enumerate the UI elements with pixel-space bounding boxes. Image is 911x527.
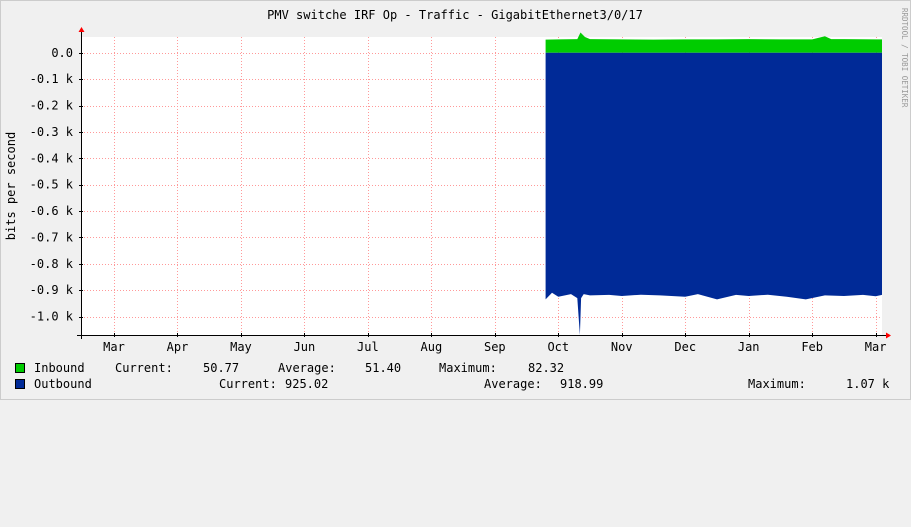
legend-average-label: Average:	[484, 377, 542, 391]
chart-window: PMV switche IRF Op - Traffic - GigabitEt…	[0, 0, 911, 400]
y-tick-label: -0.2 k	[30, 99, 74, 113]
x-tick-label: Jul	[357, 340, 379, 354]
x-tick-label: Dec	[674, 340, 696, 354]
legend-average-value: 51.40	[365, 361, 402, 375]
legend-average-value: 918.99	[560, 377, 604, 391]
y-tick-label: -0.6 k	[30, 204, 74, 218]
x-tick-label: Apr	[167, 340, 189, 354]
series-area-outbound	[545, 52, 882, 336]
legend-row-outbound: Outbound Current: 925.02 Average: 918.99…	[15, 377, 889, 392]
rrdtool-credit: RRDTOOL / TOBI OETIKER	[900, 8, 909, 108]
legend-current-label: Current:	[115, 361, 173, 375]
y-tick-labels: 0.0 -0.1 k -0.2 k -0.3 k -0.4 k -0.5 k -0.6 k -…	[30, 46, 74, 324]
traffic-chart: PMV switche IRF Op - Traffic - GigabitEt…	[0, 0, 911, 400]
y-axis-arrow	[78, 27, 85, 32]
axes-layer	[77, 27, 891, 339]
legend-current-label: Current:	[219, 377, 277, 391]
y-tick-label: -0.3 k	[30, 125, 74, 139]
x-tick-label: Mar	[865, 340, 887, 354]
x-tick-label: Nov	[611, 340, 633, 354]
y-tick-label: -0.9 k	[30, 283, 74, 297]
series-layer	[545, 32, 882, 336]
inbound-swatch	[15, 363, 25, 373]
legend-current-value: 925.02	[285, 377, 329, 391]
legend-average-label: Average:	[278, 361, 336, 375]
legend-maximum-label: Maximum:	[439, 361, 497, 375]
x-tick-label: Feb	[801, 340, 823, 354]
y-tick-label: -0.8 k	[30, 257, 74, 271]
y-tick-label: -0.5 k	[30, 178, 74, 192]
y-tick-label: -0.1 k	[30, 72, 74, 86]
y-tick-label: -0.4 k	[30, 151, 74, 165]
outbound-swatch	[15, 379, 25, 389]
x-tick-label: Aug	[421, 340, 443, 354]
legend-maximum-value: 1.07 k	[846, 377, 890, 391]
x-tick-label: Mar	[103, 340, 125, 354]
legend-current-value: 50.77	[203, 361, 240, 375]
x-tick-label: Sep	[484, 340, 506, 354]
legend-name: Outbound	[34, 377, 92, 391]
y-tick-label: 0.0	[51, 46, 73, 60]
chart-title: PMV switche IRF Op - Traffic - GigabitEt…	[267, 8, 643, 22]
x-tick-label: May	[230, 340, 252, 354]
x-axis-arrow	[886, 332, 891, 339]
x-tick-label: Jun	[294, 340, 316, 354]
legend-maximum-value: 82.32	[528, 361, 565, 375]
x-tick-labels: Mar Apr May Jun Jul Aug Sep Oct Nov Dec Jan Feb Mar	[103, 340, 886, 354]
x-tick-label: Oct	[547, 340, 569, 354]
x-tick-label: Jan	[738, 340, 760, 354]
y-axis-label: bits per second	[4, 132, 18, 240]
y-tick-label: -0.7 k	[30, 230, 74, 244]
y-tick-label: -1.0 k	[30, 310, 74, 324]
legend-maximum-label: Maximum:	[748, 377, 806, 391]
legend-row-inbound: Inbound Current: 50.77 Average: 51.40 Ma…	[15, 361, 564, 376]
series-area-inbound	[545, 32, 882, 53]
legend-name: Inbound	[34, 361, 85, 375]
